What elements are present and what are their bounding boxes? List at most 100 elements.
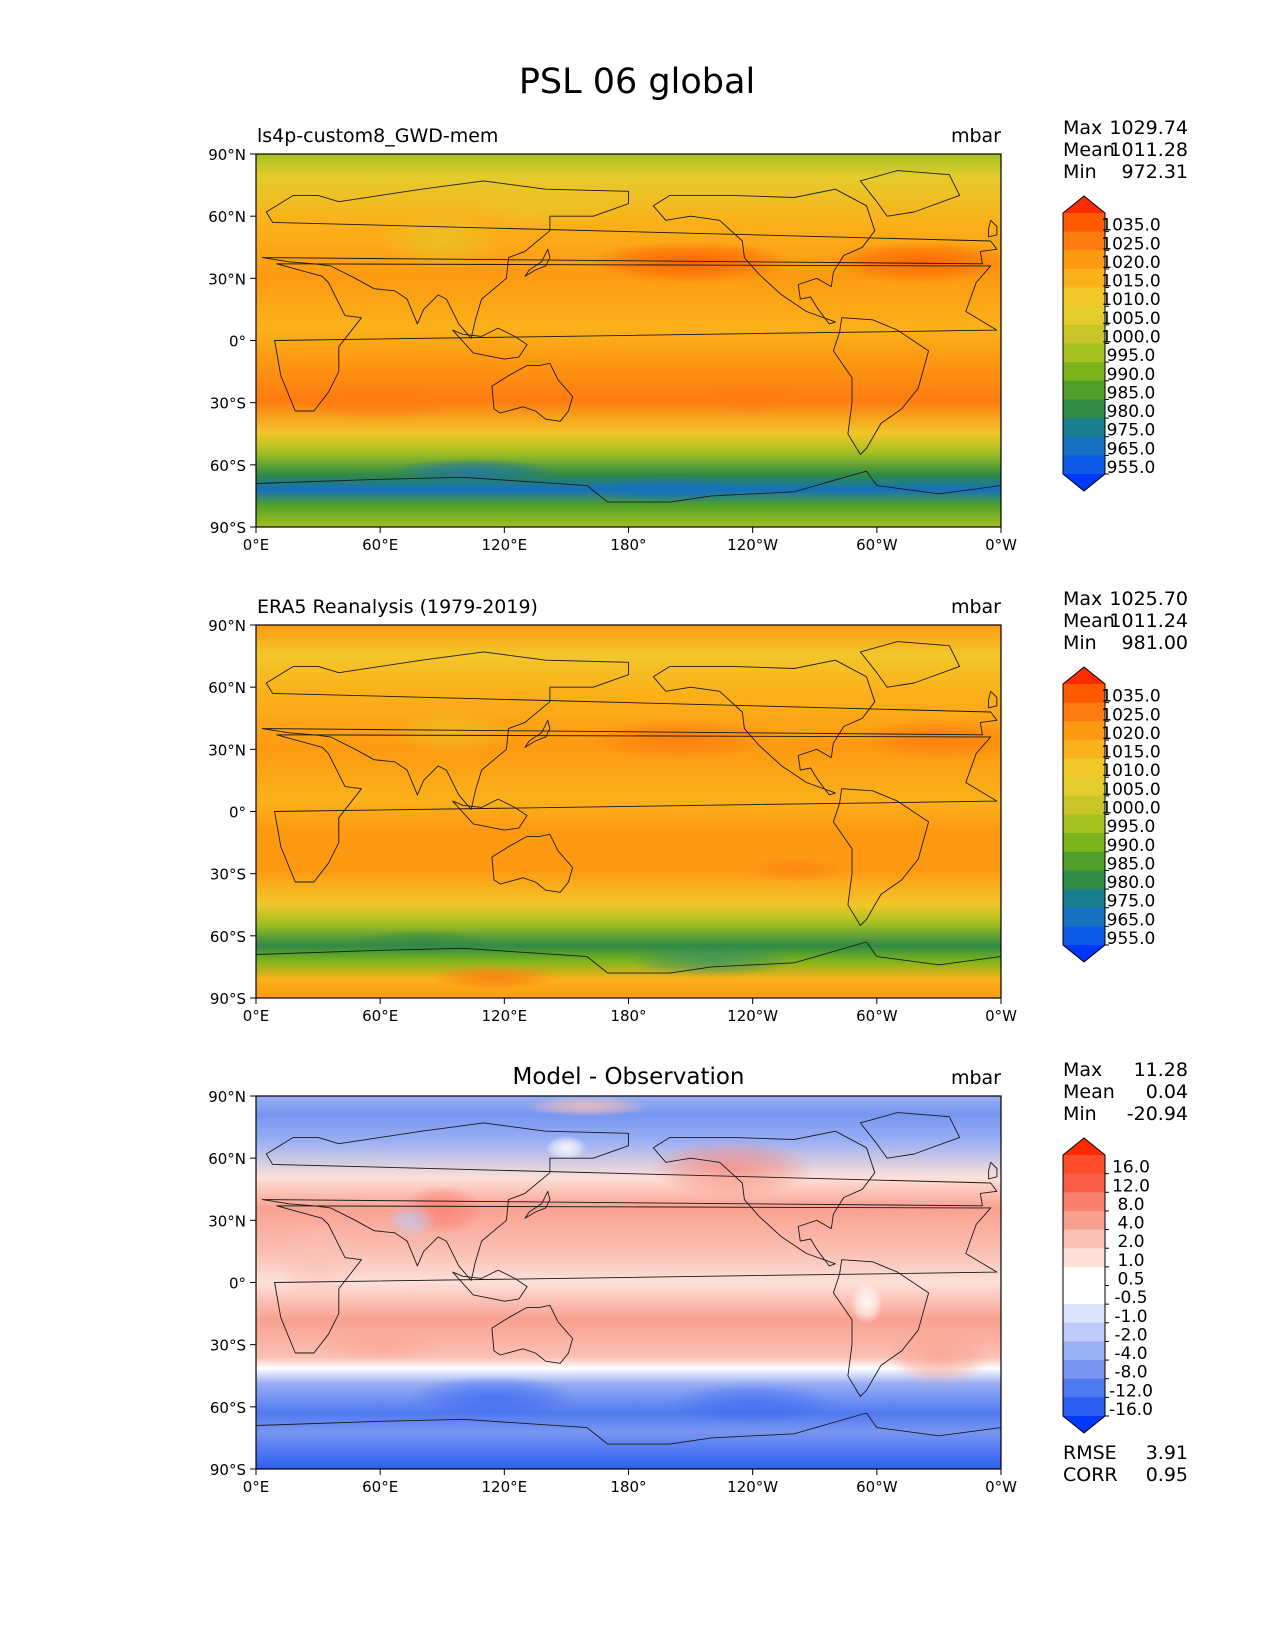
y-tick-label: 0° (229, 804, 246, 822)
y-tick-label: 30°N (208, 1212, 246, 1230)
y-tick-label: 60°N (208, 1150, 246, 1168)
x-tick-label: 120°E (482, 1007, 528, 1025)
y-tick-label: 30°N (208, 741, 246, 759)
stat-max-label: Max (1063, 117, 1102, 139)
colorbar: 16.012.08.04.02.01.00.5-0.5-1.0-2.0-4.0-… (1062, 1137, 1153, 1434)
x-tick-label: 60°E (362, 536, 398, 554)
panel-title: ERA5 Reanalysis (1979-2019) (257, 596, 538, 618)
y-tick-label: 90°S (210, 519, 246, 537)
colorbar-segment (1063, 268, 1105, 289)
panel-title: ls4p-custom8_GWD-mem (257, 125, 498, 147)
colorbar-label: 985.0 (1107, 383, 1156, 403)
colorbar-label: 1000.0 (1101, 799, 1160, 819)
colorbar-segment (1063, 907, 1105, 927)
colorbar-label: 990.0 (1107, 365, 1156, 385)
stat-max-value: 1025.70 (1109, 588, 1188, 610)
colorbar-segment (1063, 814, 1105, 834)
rmse-value: 3.91 (1146, 1442, 1188, 1464)
landmass-africa (274, 1205, 998, 1354)
x-tick-label: 180° (610, 536, 646, 554)
colorbar-label: -1.0 (1114, 1307, 1147, 1327)
landmass-south-america (832, 788, 930, 926)
y-tick-label: 90°S (210, 1461, 246, 1479)
landmass-north-america (652, 1130, 876, 1267)
colorbar-segment (1063, 287, 1105, 307)
landmass-australia (491, 362, 574, 422)
colorbar: 1035.01025.01020.01015.01010.01005.01000… (1062, 666, 1161, 963)
colorbar-segment (1063, 1266, 1105, 1286)
y-tick-label: 30°S (210, 395, 246, 413)
colorbar-label: 955.0 (1107, 929, 1156, 949)
landmass-north-america (652, 659, 876, 796)
landmass-africa (274, 263, 998, 412)
colorbar-label: 955.0 (1107, 458, 1156, 478)
colorbar-segment (1063, 684, 1105, 704)
stat-min-label: Min (1063, 632, 1097, 654)
colorbar-label: 980.0 (1107, 873, 1156, 893)
x-tick-label: 60°W (856, 536, 898, 554)
colorbar-label: -16.0 (1109, 1400, 1153, 1420)
x-tick-label: 120°E (482, 536, 528, 554)
colorbar-label: -8.0 (1114, 1363, 1147, 1383)
colorbar-label: 1015.0 (1101, 272, 1160, 292)
x-tick-label: 120°W (727, 536, 778, 554)
x-tick-label: 60°E (362, 1007, 398, 1025)
y-tick-label: 60°S (210, 928, 246, 946)
colorbar-segment (1063, 702, 1105, 722)
colorbar-segment (1063, 833, 1105, 853)
colorbar-segment (1063, 739, 1105, 760)
landmass-japan (524, 719, 551, 748)
colorbar-label: 1020.0 (1101, 724, 1160, 744)
colorbar-extend-max (1063, 667, 1105, 684)
colorbar-label: 12.0 (1112, 1176, 1150, 1196)
colorbar-label: 1005.0 (1101, 780, 1160, 800)
x-tick-label: 120°E (482, 1478, 528, 1496)
colorbar-label: 1005.0 (1101, 309, 1160, 329)
y-tick-label: 0° (229, 1275, 246, 1293)
colorbar-segment (1063, 721, 1105, 741)
landmass-japan (524, 1190, 551, 1219)
x-tick-label: 0°W (985, 536, 1017, 554)
landmass-uk (988, 1161, 998, 1180)
landmass-australia (491, 1304, 574, 1364)
panel-units: mbar (951, 125, 1001, 147)
landmass-eurasia (261, 180, 998, 339)
landmass-south-america (832, 317, 930, 455)
stat-min-label: Min (1063, 1103, 1097, 1125)
colorbar-segment (1063, 436, 1105, 456)
landmass-north-america (652, 188, 876, 325)
colorbar-label: 1035.0 (1101, 216, 1160, 236)
x-tick-label: 120°W (727, 1478, 778, 1496)
x-tick-label: 0°W (985, 1007, 1017, 1025)
landmass-greenland (859, 1112, 961, 1159)
colorbar-label: 980.0 (1107, 402, 1156, 422)
colorbar-extend-min (1063, 1416, 1105, 1433)
colorbar-segment (1063, 213, 1105, 233)
stat-mean-value: 0.04 (1146, 1081, 1188, 1103)
x-tick-label: 60°E (362, 1478, 398, 1496)
landmass-uk (988, 219, 998, 238)
colorbar-segment (1063, 418, 1105, 438)
y-tick-label: 90°N (208, 617, 246, 635)
stat-mean-label: Mean (1063, 1081, 1115, 1103)
x-tick-label: 0°E (243, 1007, 270, 1025)
colorbar-segment (1063, 1173, 1105, 1193)
panel-units: mbar (951, 1067, 1001, 1089)
colorbar-label: -2.0 (1114, 1325, 1147, 1345)
colorbar-segment (1063, 1285, 1105, 1305)
colorbar-extend-min (1063, 945, 1105, 962)
colorbar-label: 1010.0 (1101, 761, 1160, 781)
colorbar-label: 965.0 (1107, 439, 1156, 459)
landmass-indonesia (452, 1269, 528, 1302)
x-tick-label: 0°E (243, 1478, 270, 1496)
y-tick-label: 90°N (208, 146, 246, 164)
landmass-south-america (832, 1259, 930, 1397)
y-tick-label: 60°S (210, 1399, 246, 1417)
colorbar-segment (1063, 455, 1105, 475)
colorbar-label: 990.0 (1107, 836, 1156, 856)
colorbar-label: 8.0 (1117, 1195, 1144, 1215)
colorbar-segment (1063, 343, 1105, 363)
